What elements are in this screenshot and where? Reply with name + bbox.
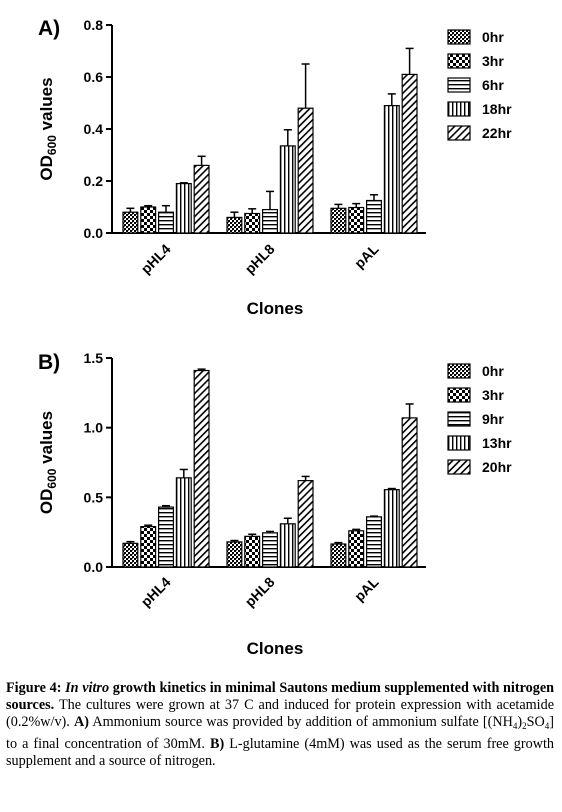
y-tick-label: 0.8	[84, 17, 104, 33]
bar	[348, 206, 365, 234]
bar	[122, 211, 139, 234]
legend-swatch	[447, 387, 471, 403]
legend-swatch	[447, 363, 471, 379]
y-tick-label: 0.2	[84, 173, 104, 189]
bar	[401, 73, 418, 234]
bar	[366, 199, 383, 234]
bar	[226, 216, 243, 234]
panel-label: B)	[38, 351, 60, 374]
legend-swatch	[447, 29, 471, 45]
caption-text: )	[517, 714, 523, 731]
legend-swatch	[447, 77, 471, 93]
bar	[140, 525, 157, 568]
bar	[297, 107, 314, 234]
bar	[279, 523, 296, 568]
caption-text: SO	[526, 714, 545, 731]
bar	[140, 206, 157, 234]
caption-text: L-glutamine (4mM) was used as the serum …	[6, 735, 555, 769]
legend-label: 18hr	[482, 101, 512, 117]
legend-label: 3hr	[482, 53, 504, 69]
caption-label-b: B)	[210, 735, 225, 752]
bar	[193, 369, 210, 568]
y-tick-label: 1.5	[84, 350, 104, 366]
bar	[383, 489, 400, 568]
chart-panel-b: B) 0.0 0.5 1.0 1.5 OD600 values pHL4 pHL8 pAL Clo…	[37, 350, 512, 658]
legend-label: 0hr	[482, 363, 504, 379]
bar	[244, 212, 261, 234]
bar	[262, 209, 279, 234]
caption-subscript: 4	[512, 721, 518, 732]
bar	[262, 532, 279, 568]
bar	[175, 183, 192, 234]
x-axis-label: Clones	[247, 639, 304, 658]
legend-label: 6hr	[482, 77, 504, 93]
panel-label: A)	[38, 17, 60, 40]
caption-subscript: 4	[544, 721, 550, 732]
bar	[226, 541, 243, 568]
chart-panel-a: A) 0.0 0.2 0.4 0.6 0.8 OD600 values pHL4 pHL8 pAL…	[37, 17, 512, 318]
x-tick-label: pHL4	[138, 574, 174, 610]
figure-charts: A) 0.0 0.2 0.4 0.6 0.8 OD600 values pHL4 pHL8 pAL…	[37, 17, 512, 658]
legend-label: 0hr	[482, 29, 504, 45]
bar	[366, 516, 383, 568]
caption-subscript: 2	[522, 721, 527, 732]
legend-swatch	[447, 435, 471, 451]
legend-label: 9hr	[482, 411, 504, 427]
bar	[244, 535, 261, 568]
bar	[158, 211, 175, 234]
bar	[122, 542, 139, 568]
caption-title-italic: In vitro	[65, 680, 110, 696]
legend-label: 3hr	[482, 387, 504, 403]
y-tick-label: 0.0	[84, 225, 104, 241]
legend-swatch	[447, 125, 471, 141]
x-tick-label: pAL	[351, 573, 382, 604]
caption-text: Ammonium source was provided by addition…	[88, 714, 513, 731]
caption-text: The cultures were grown at 37 C and indu…	[6, 697, 554, 731]
legend-label: 20hr	[482, 459, 512, 475]
y-tick-label: 0.6	[84, 69, 104, 85]
bar	[175, 477, 192, 568]
caption-label-a: A)	[74, 714, 89, 731]
y-axis-label: OD600 values	[37, 411, 59, 514]
legend-swatch	[447, 53, 471, 69]
bar	[330, 207, 347, 234]
x-tick-label: pAL	[351, 240, 382, 271]
bar	[158, 506, 175, 568]
bar	[297, 480, 314, 568]
legend-label: 13hr	[482, 435, 512, 451]
bar	[279, 145, 296, 234]
x-tick-label: pHL4	[138, 241, 174, 277]
bar	[330, 543, 347, 568]
legend-swatch	[447, 459, 471, 475]
caption-text: ] to a final concentration of 30mM.	[6, 714, 554, 752]
legend-swatch	[447, 411, 471, 427]
legend-label: 22hr	[482, 125, 512, 141]
caption-title: growth kinetics in minimal Sautons mediu…	[6, 680, 555, 714]
bar	[383, 104, 400, 234]
x-tick-label: pHL8	[242, 574, 278, 610]
legend-swatch	[447, 101, 471, 117]
bar	[401, 417, 418, 568]
figure-caption: Figure 4: In vitro growth kinetics in mi…	[6, 680, 554, 770]
bar	[348, 530, 365, 568]
y-tick-label: 0.4	[84, 121, 104, 137]
y-tick-label: 0.5	[84, 489, 104, 505]
caption-figure-label: Figure 4:	[6, 680, 62, 696]
y-tick-label: 0.0	[84, 559, 104, 575]
bar	[193, 164, 210, 234]
y-axis-label: OD600 values	[37, 77, 59, 180]
y-tick-label: 1.0	[84, 420, 104, 436]
x-tick-label: pHL8	[242, 241, 278, 277]
x-axis-label: Clones	[247, 299, 304, 318]
